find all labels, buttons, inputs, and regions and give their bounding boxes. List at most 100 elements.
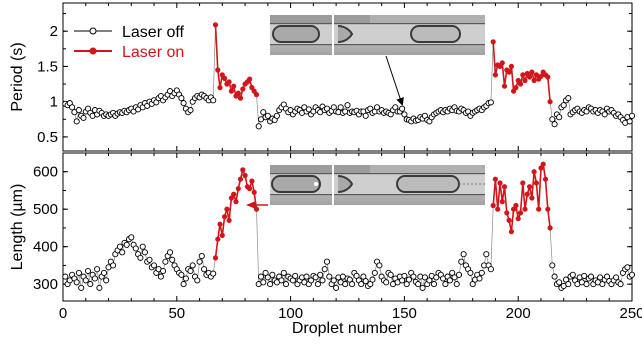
period-laser-on-point	[253, 91, 260, 98]
length-laser-off-point	[342, 281, 349, 288]
length-laser-on-point	[531, 169, 537, 175]
period-laser-off-point	[337, 104, 344, 111]
droplet-inset-top	[270, 15, 485, 55]
period-laser-off-point	[73, 118, 80, 125]
period-laser-on-point	[517, 81, 524, 87]
period-laser-on-point	[520, 72, 526, 78]
period-laser-on-point	[247, 76, 253, 82]
length-laser-off-point	[162, 258, 169, 265]
length-laser-off-point	[84, 267, 92, 275]
length-laser-off-point	[549, 262, 556, 269]
period-panel: 0.5 1 1.5 2 Period (s) Laser off Laser on	[9, 2, 636, 152]
length-laser-off-point	[280, 269, 287, 276]
period-laser-off-point	[565, 95, 572, 102]
y-tick-label: 2	[50, 23, 58, 40]
length-laser-off-point	[587, 273, 595, 280]
length-laser-off-point	[278, 277, 285, 284]
x-tick-label: 100	[278, 305, 303, 322]
length-laser-on-point	[526, 184, 533, 190]
length-laser-off-point	[94, 266, 101, 273]
period-laser-on-point	[492, 72, 499, 78]
length-laser-on-point	[215, 236, 221, 242]
length-laser-on-point	[242, 172, 248, 179]
period-laser-on-point	[235, 90, 241, 96]
length-laser-on-point	[224, 206, 230, 212]
length-laser-on-point	[231, 191, 237, 197]
period-laser-off-point	[75, 107, 82, 114]
length-laser-off-point	[189, 262, 196, 269]
length-laser-off-point	[182, 275, 189, 282]
droplet-inset-bottom	[270, 165, 485, 205]
length-laser-off-point	[150, 262, 158, 269]
length-laser-off-point	[119, 249, 126, 256]
y-tick-label: 0.5	[37, 129, 58, 146]
period-laser-off-point	[210, 97, 217, 104]
length-laser-off-point	[371, 269, 378, 276]
length-laser-off-point	[196, 258, 203, 265]
period-laser-on-point	[217, 84, 223, 91]
period-y-axis-label: Period (s)	[9, 42, 26, 111]
length-laser-off-point	[103, 277, 110, 284]
length-laser-on-point	[540, 161, 546, 167]
length-laser-on-point	[513, 202, 519, 209]
length-laser-on-point	[515, 216, 521, 222]
length-laser-off-point	[317, 271, 324, 278]
length-laser-off-point	[75, 269, 82, 276]
period-laser-on-point	[237, 95, 244, 101]
length-laser-on-point	[249, 178, 255, 184]
y-tick-label: 1	[50, 94, 58, 111]
y-tick-label: 300	[33, 276, 58, 293]
period-laser-off-point	[187, 107, 194, 114]
length-laser-off-point	[146, 256, 153, 263]
length-laser-off-point	[139, 243, 146, 250]
length-laser-off-point	[330, 277, 337, 284]
period-laser-off-point	[178, 95, 185, 102]
length-laser-off-point	[613, 274, 620, 281]
length-laser-on-point	[536, 206, 542, 212]
period-laser-off-point	[260, 109, 267, 116]
period-laser-on-point	[508, 63, 515, 69]
period-laser-off-point	[401, 111, 408, 118]
length-laser-on-point	[499, 199, 505, 205]
length-laser-off-point	[455, 271, 463, 278]
period-laser-off-point	[255, 123, 262, 130]
period-plot-frame	[62, 2, 633, 152]
length-laser-on-point	[508, 229, 515, 235]
period-laser-on-point	[226, 79, 232, 85]
length-laser-on-point	[492, 176, 499, 182]
length-laser-off-point	[157, 273, 164, 280]
length-laser-off-point	[292, 272, 299, 279]
length-laser-off-point	[123, 241, 130, 248]
x-tick-label: 50	[168, 305, 185, 322]
length-laser-on-point	[247, 186, 253, 192]
length-laser-off-point	[556, 279, 563, 286]
length-laser-on-point	[529, 195, 535, 201]
period-laser-off-point	[69, 104, 76, 111]
period-laser-on-point	[228, 88, 234, 94]
length-laser-off-point	[178, 271, 185, 278]
period-laser-on-point	[522, 77, 528, 84]
length-laser-off-point	[321, 266, 328, 273]
length-laser-on-point	[490, 202, 496, 209]
length-laser-off-point	[419, 284, 426, 291]
length-x-ticks: 0 50 100 150 200 250	[59, 153, 642, 322]
length-laser-off-point	[314, 281, 321, 288]
length-laser-on-point	[533, 180, 540, 186]
period-laser-off-point	[560, 102, 567, 109]
length-laser-off-point	[487, 266, 494, 273]
length-laser-on-point	[522, 206, 528, 212]
period-laser-on-point	[222, 75, 228, 81]
length-laser-on-point	[235, 186, 241, 192]
length-laser-off-point	[201, 266, 208, 273]
period-laser-on-point	[531, 77, 537, 84]
length-laser-off-point	[96, 284, 103, 291]
length-laser-off-point	[326, 273, 333, 280]
length-laser-off-point	[91, 275, 98, 282]
length-laser-off-point	[267, 281, 274, 288]
length-laser-off-point	[333, 284, 340, 291]
length-laser-off-point	[415, 281, 422, 288]
length-laser-off-point	[581, 272, 588, 279]
length-laser-off-point	[458, 258, 465, 265]
length-laser-off-point	[303, 273, 310, 280]
